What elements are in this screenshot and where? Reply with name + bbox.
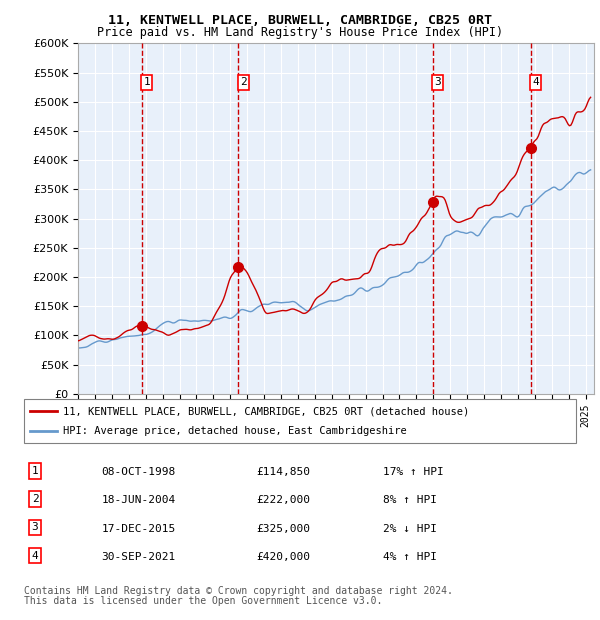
Text: 4% ↑ HPI: 4% ↑ HPI xyxy=(383,552,437,562)
Text: 3: 3 xyxy=(32,522,38,533)
Text: 1: 1 xyxy=(143,78,150,87)
Text: 3: 3 xyxy=(434,78,441,87)
Text: HPI: Average price, detached house, East Cambridgeshire: HPI: Average price, detached house, East… xyxy=(62,426,406,436)
Text: 30-SEP-2021: 30-SEP-2021 xyxy=(101,552,176,562)
Text: 1: 1 xyxy=(32,466,38,476)
Text: £114,850: £114,850 xyxy=(256,467,310,477)
Text: 4: 4 xyxy=(532,78,539,87)
Text: 18-JUN-2004: 18-JUN-2004 xyxy=(101,495,176,505)
FancyBboxPatch shape xyxy=(24,399,576,443)
Text: 17% ↑ HPI: 17% ↑ HPI xyxy=(383,467,443,477)
Text: This data is licensed under the Open Government Licence v3.0.: This data is licensed under the Open Gov… xyxy=(24,596,382,606)
Text: 2: 2 xyxy=(32,494,38,504)
Text: 11, KENTWELL PLACE, BURWELL, CAMBRIDGE, CB25 0RT: 11, KENTWELL PLACE, BURWELL, CAMBRIDGE, … xyxy=(108,14,492,27)
Text: 4: 4 xyxy=(32,551,38,560)
Text: 17-DEC-2015: 17-DEC-2015 xyxy=(101,523,176,534)
Text: 2% ↓ HPI: 2% ↓ HPI xyxy=(383,523,437,534)
Text: Contains HM Land Registry data © Crown copyright and database right 2024.: Contains HM Land Registry data © Crown c… xyxy=(24,586,453,596)
Text: £325,000: £325,000 xyxy=(256,523,310,534)
Text: 08-OCT-1998: 08-OCT-1998 xyxy=(101,467,176,477)
Text: 8% ↑ HPI: 8% ↑ HPI xyxy=(383,495,437,505)
Text: £222,000: £222,000 xyxy=(256,495,310,505)
Text: Price paid vs. HM Land Registry's House Price Index (HPI): Price paid vs. HM Land Registry's House … xyxy=(97,26,503,39)
Text: 11, KENTWELL PLACE, BURWELL, CAMBRIDGE, CB25 0RT (detached house): 11, KENTWELL PLACE, BURWELL, CAMBRIDGE, … xyxy=(62,406,469,416)
Text: £420,000: £420,000 xyxy=(256,552,310,562)
Text: 2: 2 xyxy=(240,78,247,87)
